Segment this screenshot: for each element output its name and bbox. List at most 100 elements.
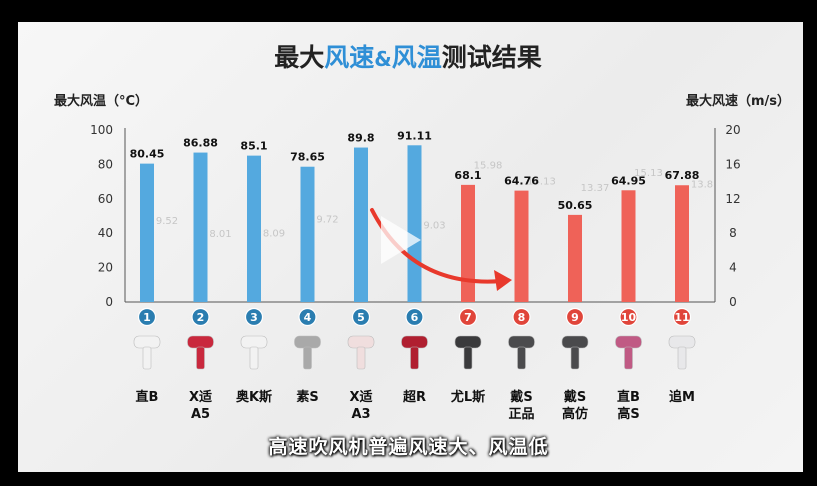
product-name-label: 高仿 <box>562 406 588 422</box>
number-badge <box>351 307 371 327</box>
number-badge <box>672 307 692 327</box>
temp-bar <box>568 214 582 302</box>
left-tick-label: 20 <box>98 261 113 275</box>
product-name-label: 追M <box>669 389 695 405</box>
product-name-label: 尤L斯 <box>451 389 485 405</box>
temp-bar <box>193 152 208 302</box>
speed-value-label: 13.8 <box>691 179 713 190</box>
title-part2: 风速 <box>324 43 374 72</box>
number-badge <box>298 307 317 327</box>
hair-dryer-icon <box>508 335 535 370</box>
temp-value-label: 85.1 <box>240 140 267 153</box>
product-name-label: 直B <box>617 389 640 405</box>
hair-dryer-icon <box>401 335 428 370</box>
title-part1: 最大 <box>274 43 324 72</box>
number-badge-label: 9 <box>571 311 579 324</box>
temp-bar <box>461 184 475 302</box>
product-name-label: 戴S <box>510 389 532 405</box>
hair-dryer-icon <box>454 335 482 370</box>
temp-value-label: 64.76 <box>504 175 539 188</box>
number-badge <box>512 307 531 327</box>
right-axis-label: 最大风速（m/s） <box>686 93 790 109</box>
speed-value-label: 8.01 <box>209 229 231 240</box>
speed-value-label: 15.98 <box>474 161 503 172</box>
speed-value-label: 15.13 <box>634 168 663 179</box>
right-tick-label: 12 <box>725 192 740 206</box>
chart-title: 最大风速&风温测试结果 <box>274 43 542 72</box>
right-tick-label: 8 <box>729 226 737 240</box>
number-badge <box>405 307 424 327</box>
speed-value-label: 13.37 <box>581 183 610 194</box>
temp-bar <box>140 163 154 302</box>
number-badge <box>565 307 585 327</box>
title-part5: 测试结果 <box>442 43 542 72</box>
product-name-label: 正品 <box>508 407 534 422</box>
right-tick-label: 20 <box>725 123 740 137</box>
number-badge-label: 4 <box>304 311 312 324</box>
temp-value-label: 89.8 <box>347 132 374 145</box>
right-tick-label: 0 <box>729 295 737 309</box>
number-badge-label: 8 <box>518 311 526 324</box>
hair-dryer-icon <box>294 335 321 370</box>
hair-dryer-icon <box>561 335 589 370</box>
hair-dryer-icon <box>133 335 161 370</box>
temp-value-label: 68.1 <box>454 169 481 182</box>
hair-dryer-icon <box>240 335 268 370</box>
right-tick-label: 16 <box>725 157 740 171</box>
temp-value-label: 86.88 <box>183 137 218 150</box>
speed-value-label: 8.09 <box>263 228 285 239</box>
speed-value-label: 14.13 <box>527 176 556 187</box>
trend-arrow-head <box>494 270 512 291</box>
product-name-label: 奥K斯 <box>236 389 272 405</box>
product-name-label: 素S <box>296 389 318 405</box>
title-part4: 风温 <box>392 43 442 72</box>
number-badge-label: 1 <box>143 311 151 324</box>
number-badge <box>191 307 210 327</box>
temp-bar <box>621 190 636 302</box>
hair-dryer-icon <box>615 335 642 370</box>
left-tick-label: 100 <box>90 123 113 137</box>
number-badge-label: 7 <box>464 311 472 324</box>
left-tick-label: 40 <box>98 226 113 240</box>
play-icon[interactable] <box>375 212 425 268</box>
temp-value-label: 64.95 <box>611 174 646 187</box>
number-badge <box>137 307 157 327</box>
left-tick-label: 60 <box>98 192 113 206</box>
number-badge-label: 2 <box>197 311 205 324</box>
product-name-label: A3 <box>351 407 370 422</box>
product-name-label: 戴S <box>564 389 586 405</box>
left-tick-label: 80 <box>98 157 113 171</box>
number-badge <box>619 307 638 327</box>
temp-bar <box>514 190 529 302</box>
product-name-label: X适 <box>349 389 372 405</box>
speed-value-label: 9.52 <box>156 216 178 227</box>
temp-bar <box>354 147 368 302</box>
temp-bar <box>300 166 315 302</box>
temp-value-label: 78.65 <box>290 151 325 164</box>
product-name-label: X适 <box>189 389 212 405</box>
left-axis-label: 最大风温（°C） <box>54 93 148 109</box>
hair-dryer-icon <box>187 335 214 370</box>
left-tick-label: 0 <box>105 295 113 309</box>
temp-value-label: 80.45 <box>130 148 165 161</box>
title-part3: & <box>374 47 391 71</box>
number-badge-label: 11 <box>674 311 689 324</box>
hair-dryer-icon <box>347 335 375 370</box>
product-name-label: 高S <box>617 406 639 422</box>
number-badge-label: 3 <box>250 311 258 324</box>
product-name-label: 直B <box>136 389 159 405</box>
temp-value-label: 67.88 <box>665 169 700 182</box>
number-badge-label: 10 <box>621 311 637 324</box>
temp-value-label: 91.11 <box>397 129 432 142</box>
speed-value-label: 9.03 <box>423 220 445 231</box>
hair-dryer-icon <box>668 335 696 370</box>
product-name-label: 超R <box>403 389 426 405</box>
number-badge-label: 5 <box>357 311 365 324</box>
number-badge <box>458 307 478 327</box>
product-name-label: A5 <box>191 407 210 422</box>
temp-value-label: 50.65 <box>558 199 593 212</box>
number-badge-label: 6 <box>411 311 419 324</box>
speed-value-label: 9.72 <box>316 214 338 225</box>
right-tick-label: 4 <box>729 261 737 275</box>
